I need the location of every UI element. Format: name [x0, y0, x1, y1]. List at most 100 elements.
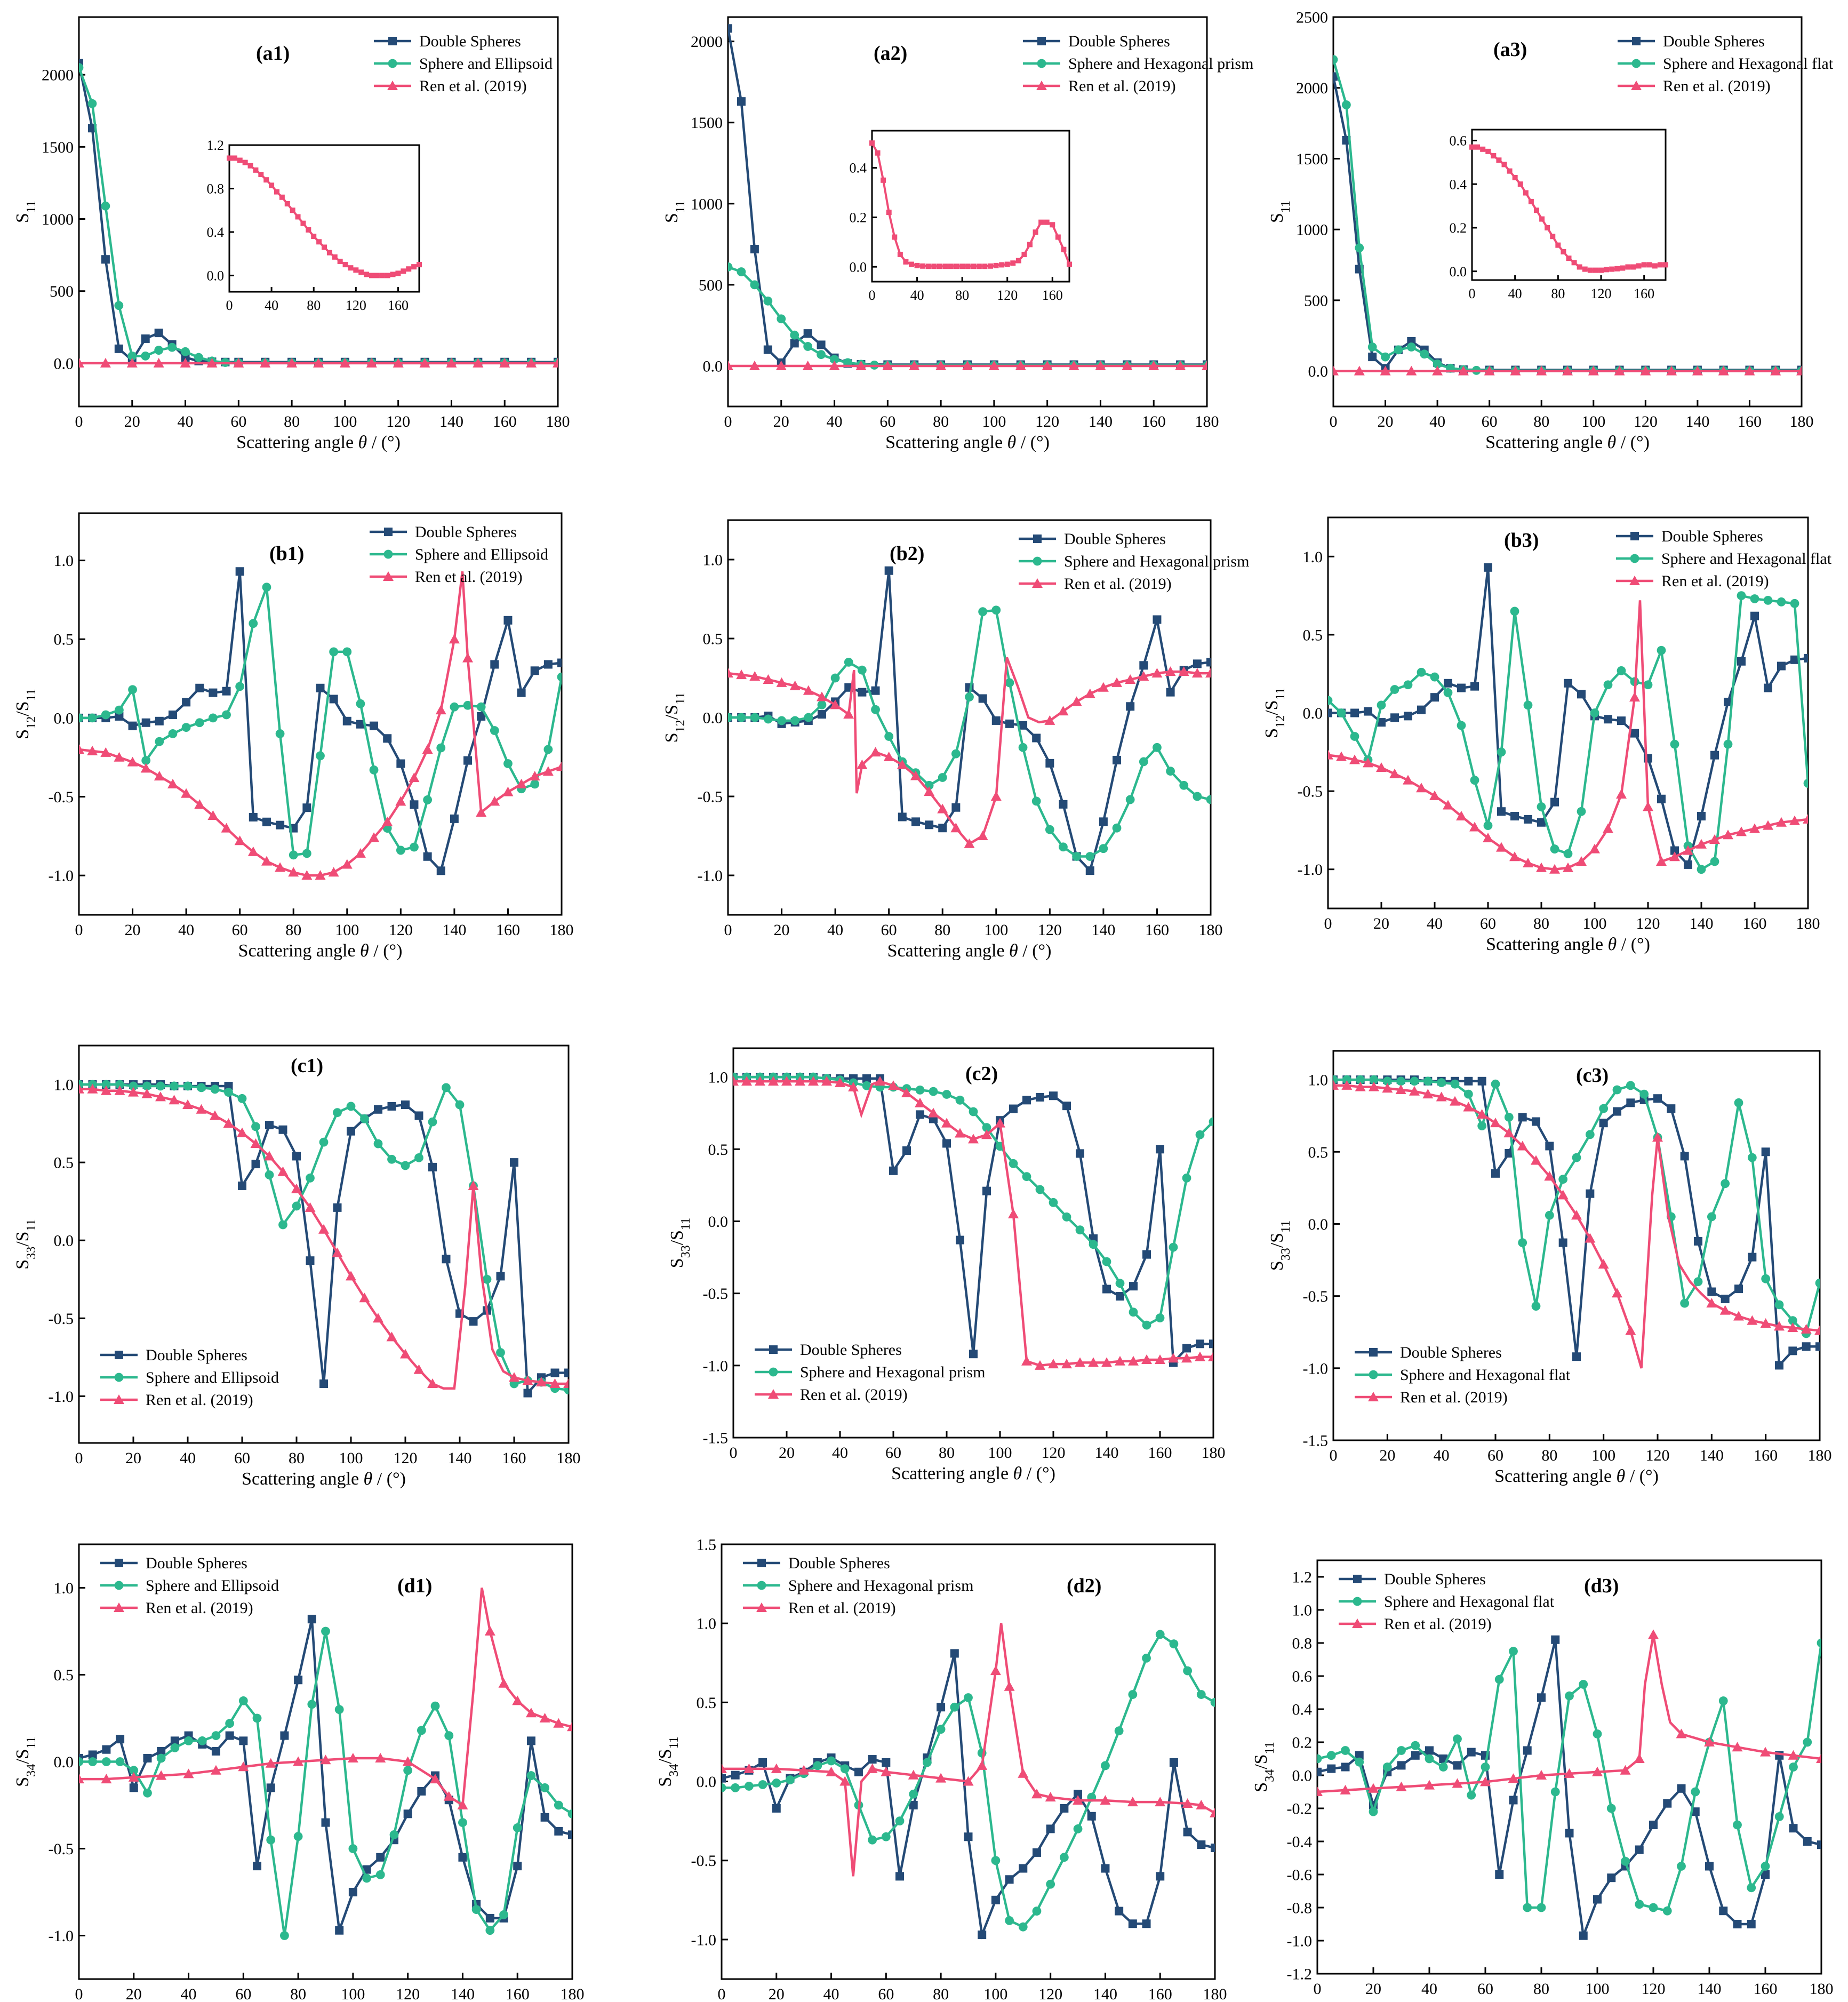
data-point	[1599, 1104, 1609, 1113]
data-point	[969, 1350, 978, 1359]
data-point	[482, 1274, 492, 1284]
data-point	[382, 816, 393, 826]
inset-data-point	[1566, 256, 1572, 261]
data-point	[1337, 708, 1346, 717]
data-point	[128, 1087, 139, 1097]
data-point	[935, 360, 947, 370]
legend-label: Double Spheres	[146, 1346, 247, 1364]
data-point	[1577, 807, 1586, 816]
data-point	[442, 1255, 451, 1264]
data-point	[1046, 1879, 1055, 1889]
data-point	[1417, 705, 1426, 714]
data-point	[758, 1758, 767, 1767]
data-point	[1155, 1354, 1165, 1364]
data-point	[990, 791, 1002, 801]
data-point	[1477, 1121, 1487, 1130]
panel-label: (d1)	[397, 1575, 432, 1597]
panel-label: (b1)	[269, 543, 304, 565]
y-tick-label: 0.5	[54, 631, 74, 649]
legend-entry: Sphere and Ellipsoid	[374, 55, 553, 73]
data-point	[1817, 1840, 1821, 1849]
data-point	[798, 1765, 810, 1775]
data-point	[1603, 823, 1613, 833]
inset-chart: 0 40 80 120 160 0.0 0.4 0.8 1.2	[207, 138, 422, 313]
y-tick-label: 0.6	[1450, 133, 1467, 149]
y-tick-label: 0.4	[207, 225, 225, 240]
data-point	[1141, 1354, 1152, 1364]
data-point	[1463, 1089, 1473, 1099]
x-tick-label: 140	[448, 1449, 472, 1467]
y-tick-label: 0.8	[1292, 1635, 1313, 1653]
data-point	[1075, 1357, 1085, 1367]
x-tick-label: 140	[1685, 413, 1709, 430]
legend-label: Ren et al. (2019)	[1384, 1615, 1492, 1633]
y-tick-label: 2500	[1296, 9, 1328, 27]
plot-frame	[871, 130, 1070, 283]
x-tick-label: 60	[235, 1985, 251, 2002]
plot-area	[1328, 563, 1808, 874]
legend-entry: Ren et al. (2019)	[1616, 572, 1769, 590]
data-point	[843, 709, 854, 719]
plot-area	[1333, 1075, 1820, 1370]
inset-data-point	[1475, 144, 1481, 150]
data-point	[1761, 1862, 1770, 1871]
data-point	[540, 1783, 550, 1792]
data-point	[301, 870, 313, 880]
data-point	[1626, 1098, 1635, 1107]
chart-panel-c3: 0 20 40 60 80 100 120 140 160 180 -1.5 -1.0 -0.5 0.0 0…	[1267, 1050, 1832, 1486]
data-point	[222, 710, 231, 720]
data-point	[1694, 1237, 1702, 1246]
y-tick-label: 0.0	[850, 259, 867, 275]
data-point	[141, 756, 151, 765]
inset-data-point	[237, 157, 243, 163]
x-tick-label: 100	[1586, 1980, 1610, 1998]
data-point	[1423, 1076, 1433, 1086]
data-point	[942, 1090, 951, 1099]
inset-data-point	[1620, 265, 1626, 271]
data-point	[925, 820, 934, 829]
inset-data-point	[1067, 261, 1072, 267]
data-point	[1490, 1118, 1501, 1128]
legend-label: Sphere and Hexagonal prism	[800, 1363, 985, 1381]
x-tick-label: 160	[1754, 1447, 1778, 1464]
data-point	[153, 357, 164, 368]
data-point	[1790, 655, 1799, 664]
inset-data-point	[306, 227, 311, 233]
data-point	[1770, 365, 1781, 376]
inset-data-point	[1636, 263, 1642, 269]
x-tick-label: 40	[178, 921, 194, 939]
data-point	[1510, 365, 1521, 376]
data-point	[1125, 795, 1135, 804]
data-point	[1796, 365, 1802, 376]
inset-data-point	[1491, 153, 1497, 159]
data-point	[857, 665, 867, 675]
x-tick-label: 120	[1035, 413, 1059, 430]
data-point	[1517, 1140, 1528, 1151]
y-tick-label: -1.0	[49, 1927, 74, 1945]
data-point	[462, 652, 474, 663]
data-point	[775, 360, 787, 370]
data-point	[1576, 856, 1587, 866]
data-point	[1196, 1800, 1207, 1809]
chart-panel-a2: 0 20 40 60 80 100 120 140 160 180 0.0 500 1000 1500 20…	[662, 16, 1253, 452]
data-point	[1509, 1647, 1518, 1656]
data-point	[1045, 1792, 1056, 1802]
data-point	[423, 795, 433, 804]
data-point	[225, 1731, 234, 1740]
chart-panel-c1: 0 20 40 60 80 100 120 140 160 180 -1.0 -0.5 0.0 0.5 1.…	[13, 1044, 581, 1489]
legend-entry: Double Spheres	[100, 1346, 247, 1364]
x-tick-label: 0	[226, 298, 233, 313]
x-tick-label: 40	[827, 413, 843, 430]
x-tick-label: 40	[1508, 286, 1522, 301]
data-point	[991, 1895, 1000, 1904]
y-tick-label: 0.0	[1308, 363, 1329, 380]
data-point	[1328, 749, 1333, 760]
inset-data-point	[1587, 267, 1593, 273]
data-point	[1156, 1145, 1164, 1154]
data-point	[1635, 1900, 1644, 1909]
data-point	[1396, 1076, 1406, 1086]
data-point	[1031, 796, 1041, 806]
data-point	[1209, 1339, 1213, 1349]
data-point	[1696, 839, 1707, 849]
data-point	[1142, 1250, 1151, 1259]
